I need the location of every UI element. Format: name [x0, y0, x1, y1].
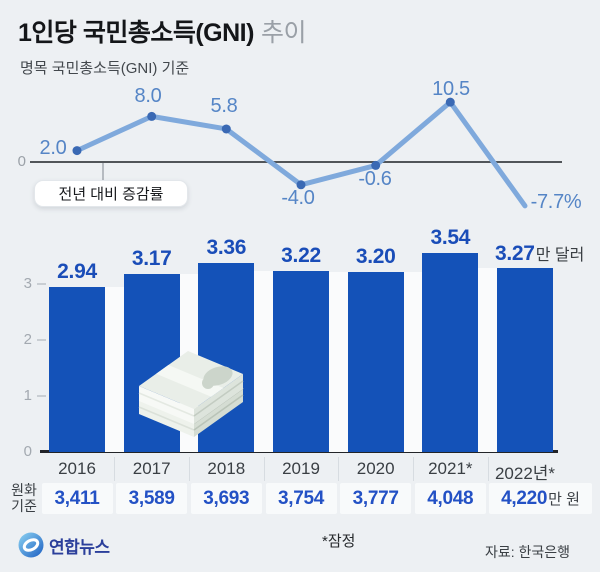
bar-value-2016: 2.94	[57, 259, 97, 283]
line-value-2020: -0.6	[358, 168, 392, 190]
yoy-callout-label: 전년 대비 증감률	[58, 186, 164, 203]
won-value-2022년*: 4,220 만 원	[489, 483, 592, 514]
provisional-note: *잠정	[322, 533, 356, 550]
y-tick-label-0: 0	[23, 443, 32, 460]
bar-gap	[105, 286, 124, 452]
year-label-2018: 2018	[207, 459, 246, 478]
year-label-2021*: 2021*	[428, 459, 473, 478]
won-value-2020: 3,777	[340, 483, 412, 514]
year-separator	[413, 457, 414, 481]
y-tick-label-2: 2	[23, 331, 32, 348]
title-main: 1인당 국민총소득(GNI)	[18, 19, 254, 47]
won-unit-suffix: 만 원	[548, 491, 580, 508]
bar-2016	[49, 286, 105, 452]
year-separator	[114, 457, 116, 481]
won-value-2021*: 4,048	[414, 483, 486, 514]
bar-2019	[273, 271, 329, 452]
subtitle: 명목 국민총소득(GNI) 기준	[20, 60, 190, 77]
bar-value-2018: 3.36	[206, 236, 247, 260]
bar-value-2019: 3.22	[281, 244, 321, 268]
won-value-number: 3,777	[352, 487, 399, 509]
won-value-number: 3,693	[203, 487, 250, 509]
year-label-2020: 2020	[356, 459, 395, 478]
bar-2020	[347, 272, 404, 452]
bar-gap	[403, 272, 423, 452]
won-value-number: 3,754	[277, 487, 325, 509]
year-separator	[189, 457, 190, 481]
bar-gap	[478, 268, 497, 452]
won-value-number: 4,048	[427, 487, 474, 509]
won-value-number: 4,220	[501, 487, 548, 509]
line-zero-label: 0	[17, 153, 26, 170]
bar-value-2017: 3.17	[131, 246, 172, 270]
bar-value-number: 3.27	[495, 242, 535, 266]
year-separator	[263, 457, 265, 481]
won-value-2019: 3,754	[265, 483, 337, 514]
bar-2022년*	[497, 268, 553, 452]
year-label-2022년*: 2022년*	[494, 464, 556, 483]
bar-value-2021*: 3.54	[430, 226, 471, 250]
bar-gap	[254, 271, 273, 452]
year-label-2017: 2017	[132, 459, 171, 478]
bar-value-2022년*: 3.27 만 달러	[495, 241, 584, 266]
title-sub: 추이	[260, 19, 307, 47]
page-title: 1인당 국민총소득(GNI) 추이	[18, 13, 306, 49]
source-credit: 자료: 한국은행	[485, 544, 571, 560]
line-value-2019: -4.0	[281, 187, 315, 209]
won-value-2016: 3,411	[41, 483, 113, 514]
bar-2021*	[422, 253, 479, 452]
yonhap-logo-icon	[18, 532, 44, 558]
won-value-2018: 3,693	[190, 483, 262, 514]
year-label-2019: 2019	[282, 459, 320, 478]
won-value-number: 3,411	[54, 487, 100, 509]
year-separator	[487, 457, 489, 481]
line-value-2022년*: -7.7%	[530, 191, 582, 213]
callout-connector	[102, 163, 104, 181]
year-separator	[338, 457, 340, 481]
won-row-label: 원화 기준	[11, 482, 37, 514]
y-tick-label-1: 1	[23, 387, 32, 404]
y-tick-mark	[37, 283, 46, 285]
line-value-2017: 8.0	[134, 85, 162, 107]
yoy-callout: 전년 대비 증감률	[34, 180, 188, 207]
bar-gap	[329, 272, 348, 452]
bar-value-2020: 3.20	[355, 245, 396, 269]
won-value-number: 3,589	[128, 487, 175, 509]
money-stack-illustration	[138, 351, 244, 437]
line-value-2018: 5.8	[210, 95, 238, 117]
line-point-2018	[221, 124, 231, 134]
brand-name: 연합뉴스	[49, 537, 110, 557]
year-label-2016: 2016	[58, 459, 96, 478]
y-tick-mark	[37, 395, 46, 397]
line-point-2017	[147, 111, 157, 121]
line-value-2016: 2.0	[39, 137, 67, 159]
bar-unit-suffix: 만 달러	[535, 247, 585, 265]
line-value-2021*: 10.5	[432, 78, 470, 100]
won-value-2017: 3,589	[116, 483, 188, 514]
brand-logo: 연합뉴스	[18, 532, 110, 558]
y-tick-mark	[37, 339, 46, 341]
y-tick-label-3: 3	[23, 275, 32, 292]
